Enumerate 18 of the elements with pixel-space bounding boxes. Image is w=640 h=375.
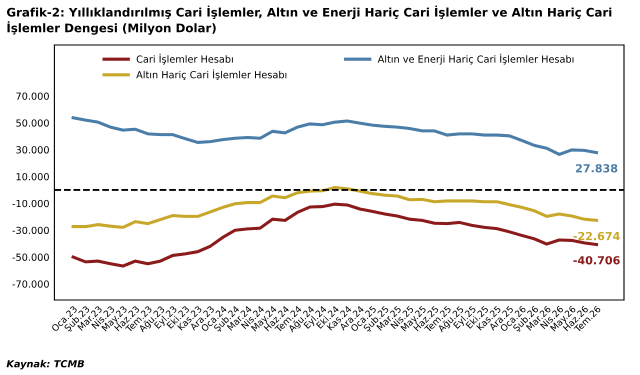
- chart-title: Grafik-2: Yıllıklandırılmış Cari İşlemler, Altın ve Enerji Hariç Cari İşlemler ve Altın Hariç Cari İşlemler Dengesi (Milyon Dolar): [6, 6, 612, 35]
- y-tick-label: 70.000: [16, 92, 49, 100]
- y-tick-label: -70.000: [12, 280, 49, 288]
- y-tick-label: -10.000: [12, 200, 49, 208]
- legend-label: Altın Hariç Cari İşlemler Hesabı: [136, 69, 286, 80]
- data-label: -22.674: [573, 232, 620, 240]
- data-label: -40.706: [573, 256, 620, 264]
- data-label: 27.838: [576, 164, 618, 172]
- legend-label: Altın ve Enerji Hariç Cari İşlemler Hesabı: [378, 54, 574, 65]
- text: Kaynak: TCMB: [6, 360, 84, 370]
- y-tick-label: 10.000: [16, 173, 49, 180]
- y-tick-label: -50.000: [12, 254, 49, 261]
- line-series: [72, 186, 598, 229]
- y-tick-label: 50.000: [16, 119, 49, 127]
- line-series: [72, 116, 598, 156]
- y-tick-label: 30.000: [16, 146, 49, 154]
- y-tick-label: -30.000: [12, 226, 49, 234]
- legend-label: Cari İşlemler Hesabı: [136, 54, 233, 64]
